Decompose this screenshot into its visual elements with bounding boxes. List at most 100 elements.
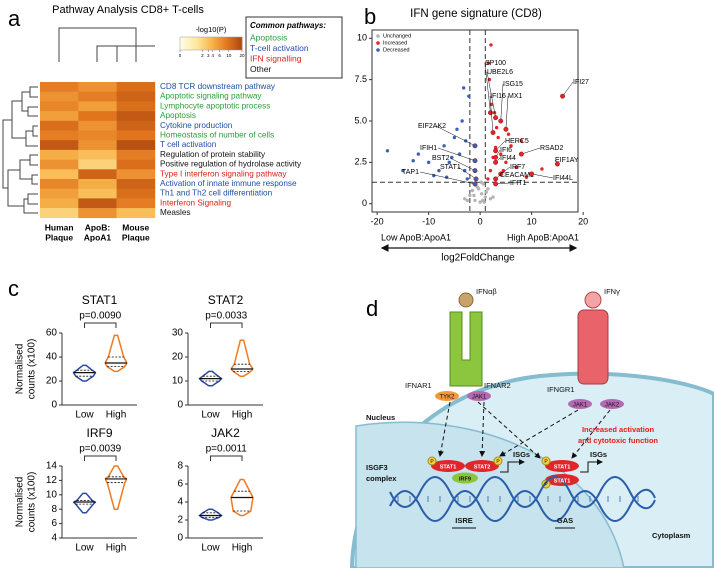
heatmap-cell: [78, 188, 117, 199]
colorbar: [218, 37, 221, 50]
point: [524, 175, 529, 179]
gene-label: UBE2L6: [487, 69, 513, 76]
colorbar: [217, 37, 220, 50]
x-axis-label: log2FoldChange: [441, 253, 515, 264]
x-tick-label: High: [232, 543, 253, 554]
labelled-point: [493, 154, 499, 160]
label: JAK1: [573, 403, 588, 409]
y-tick-label: 5.0: [354, 115, 367, 125]
colorbar: [207, 37, 210, 50]
point: [519, 139, 524, 143]
direction-label: High ApoB:ApoA1: [507, 232, 579, 242]
colorbar-frame: [179, 36, 243, 51]
p-value: p=0.0011: [206, 444, 248, 455]
label: STAT1: [554, 478, 571, 484]
y-tick-label: 8: [177, 461, 183, 472]
leader-line: [562, 81, 574, 97]
leader-line: [437, 147, 476, 161]
point: [426, 160, 431, 165]
point: [484, 190, 489, 194]
legend-entry: Decreased: [383, 47, 410, 53]
colorbar: [237, 37, 240, 50]
point: [504, 160, 508, 165]
dendrogram: [2, 27, 155, 214]
y-tick-label: 40: [46, 352, 58, 363]
colorbar: [220, 37, 223, 50]
row-label: Homeostasis of number of cells: [160, 131, 274, 140]
labelled-point: [493, 115, 499, 121]
labelled-point: [493, 181, 499, 187]
legend-entry: Unchanged: [383, 33, 411, 39]
x-tick-label: 0: [478, 216, 483, 226]
colorbar: [212, 37, 215, 50]
row-label: Th1 and Th2 cell differentiation: [160, 189, 273, 198]
leader-line: [489, 95, 494, 133]
point: [506, 132, 511, 136]
point: [470, 188, 475, 193]
y-tick-label: 30: [172, 328, 184, 339]
y-axis-label: Normalised: [15, 477, 26, 528]
colorbar: [201, 37, 204, 50]
colorbar-tick-label: 10: [226, 53, 232, 58]
point: [463, 168, 467, 173]
heatmap-cell: [116, 130, 156, 141]
legend-entry: Apoptosis: [250, 32, 287, 42]
gene-label: IFI27: [573, 79, 589, 86]
y-axis-label: counts (x100): [27, 472, 38, 533]
labelled-point: [472, 143, 478, 149]
legend-entry: Other: [250, 64, 271, 74]
point: [416, 152, 421, 156]
colorbar: [192, 37, 195, 50]
y-tick-label: 10: [46, 489, 58, 500]
heatmap-cell: [78, 159, 117, 170]
colorbar: [195, 37, 198, 50]
violin: [104, 334, 128, 373]
y-tick-label: 6: [51, 518, 57, 529]
point: [452, 135, 457, 140]
chart-title: JAK2: [211, 426, 240, 440]
point: [465, 198, 469, 203]
gene-label: EIF2AK2: [418, 123, 446, 130]
gene-label: STAT1: [440, 164, 461, 171]
point: [468, 193, 472, 198]
leader-line: [500, 83, 504, 122]
p-value: p=0.0033: [205, 311, 247, 322]
heatmap-cell: [78, 179, 117, 189]
point: [460, 119, 464, 123]
row-label: Regulation of protein stability: [160, 150, 266, 159]
panel-label: d: [366, 296, 378, 321]
point: [486, 61, 491, 65]
point: [489, 43, 493, 47]
point: [411, 159, 415, 163]
leader-line: [419, 171, 476, 185]
heatmap-cell: [40, 179, 79, 189]
heatmap-cell: [116, 111, 156, 122]
column-label: ApoB:: [85, 222, 111, 232]
colorbar-tick-label: 20: [239, 53, 245, 58]
x-tick-label: -10: [422, 216, 435, 226]
label: P: [544, 459, 548, 465]
gene-label: IFI44: [500, 155, 516, 162]
labelled-point: [472, 181, 478, 187]
heatmap-cell: [40, 120, 79, 131]
leader-line: [484, 62, 491, 113]
y-tick-label: 14: [46, 461, 58, 472]
significance-bracket: [210, 322, 243, 328]
label: P: [430, 459, 434, 465]
legend-marker: [376, 41, 380, 45]
x-tick-label: Low: [201, 410, 220, 421]
point: [514, 165, 518, 170]
row-label: Cytokine production: [160, 121, 233, 130]
labelled-point: [472, 168, 478, 174]
point: [488, 168, 493, 173]
heatmap-cell: [116, 120, 156, 131]
label: TYK2: [439, 395, 455, 401]
y-tick-label: 6: [177, 479, 183, 490]
colorbar: [223, 37, 226, 50]
colorbar: [187, 37, 190, 50]
x-tick-label: -20: [371, 216, 384, 226]
colorbar-tick-label: 6: [218, 53, 221, 58]
x-tick-label: Low: [201, 543, 220, 554]
label: IFNAR1: [405, 381, 432, 390]
chart-title: Pathway Analysis CD8+ T-cells: [52, 4, 204, 16]
